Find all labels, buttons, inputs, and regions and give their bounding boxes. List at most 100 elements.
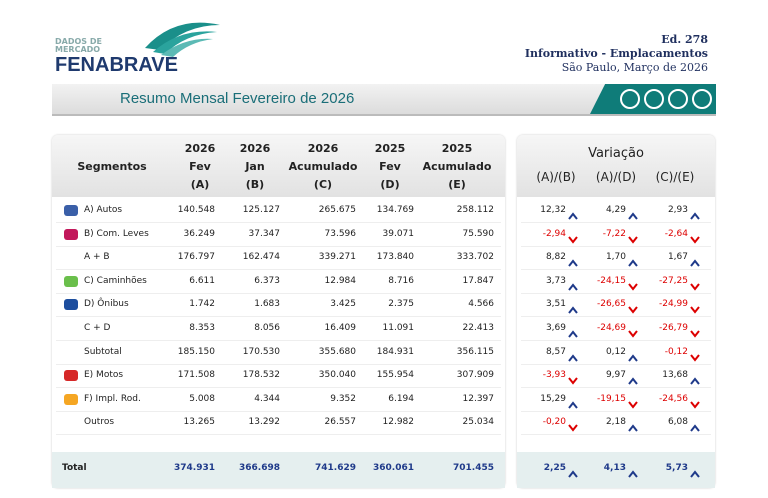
variation-value: -24,15 <box>596 275 626 286</box>
cell-value: 3.425 <box>330 299 356 310</box>
cell-value: 374.931 <box>174 463 215 473</box>
banner-title: Resumo Mensal Fevereiro de 2026 <box>120 90 355 107</box>
trend-arrow <box>568 463 578 482</box>
trend-arrow <box>628 323 638 342</box>
trend-arrow <box>690 463 700 482</box>
banner-accent <box>590 84 716 114</box>
total-band-right <box>517 452 715 488</box>
edition: Ed. 278 <box>661 33 708 46</box>
trend-arrow <box>568 323 578 342</box>
column-header: 2026 <box>307 142 339 155</box>
variation-value: 12,32 <box>540 205 566 215</box>
cell-value: 5.008 <box>189 393 215 404</box>
cell-value: 9.352 <box>330 393 356 404</box>
variation-value: 3,51 <box>545 299 566 310</box>
row-line <box>56 363 501 365</box>
variation-header: Variação <box>588 146 644 161</box>
cell-value: 8.353 <box>189 323 215 333</box>
trend-arrow <box>690 252 700 271</box>
cell-value: 13.265 <box>183 417 216 428</box>
trend-arrow <box>690 347 700 366</box>
row-line <box>521 410 711 412</box>
segment-icon <box>64 205 78 216</box>
trend-arrow <box>568 347 578 366</box>
variation-value: -3,93 <box>542 370 566 381</box>
cell-value: 176.797 <box>177 252 215 263</box>
cell-value: 155.954 <box>376 370 414 381</box>
variation-value: 3,69 <box>545 323 566 333</box>
table-right-head <box>517 135 715 197</box>
cell-value: 140.548 <box>177 205 215 215</box>
variation-value: 2,25 <box>543 463 566 473</box>
variation-value: -19,15 <box>596 393 626 404</box>
cell-value: 1.683 <box>254 299 280 310</box>
cell-value: 6.611 <box>189 275 215 286</box>
column-header: 2026 <box>184 142 216 155</box>
variation-value: 1,67 <box>667 252 688 263</box>
trend-arrow <box>628 299 638 318</box>
cell-value: 37.347 <box>248 228 281 239</box>
row-line <box>56 340 501 341</box>
segment-label: C + D <box>84 323 111 333</box>
cell-value: 4.566 <box>468 299 494 310</box>
trend-arrow <box>568 417 578 436</box>
cell-value: 22.413 <box>462 323 495 333</box>
segment-header: Segmentos <box>77 160 147 173</box>
cell-value: 355.680 <box>318 346 356 357</box>
cell-value: 134.769 <box>376 205 414 215</box>
column-header: (A) <box>190 178 210 191</box>
row-line <box>521 434 711 436</box>
variation-value: -27,25 <box>658 275 688 286</box>
segment-icon <box>64 299 78 311</box>
cell-value: 6.373 <box>254 275 280 286</box>
segment-icon <box>64 393 78 405</box>
column-header: Acumulado <box>422 160 492 173</box>
variation-value: 4,29 <box>605 205 626 215</box>
cell-value: 184.931 <box>376 346 414 357</box>
trend-arrow <box>628 370 638 389</box>
trend-arrow <box>628 252 638 271</box>
variation-value: 4,13 <box>603 463 626 473</box>
row-line <box>521 363 711 365</box>
segment-label: Subtotal <box>84 346 122 357</box>
segment-label: Outros <box>84 417 115 428</box>
segment-icon <box>64 370 78 382</box>
variation-value: -2,94 <box>542 228 566 239</box>
cell-value: 4.344 <box>254 393 280 404</box>
trend-arrow <box>628 205 638 224</box>
variation-value: -24,56 <box>658 393 688 404</box>
variation-value: -24,69 <box>596 323 626 333</box>
banner-icons <box>620 89 712 109</box>
cell-value: 333.702 <box>456 252 494 263</box>
variation-value: 2,93 <box>667 205 688 215</box>
trend-arrow <box>568 229 578 248</box>
row-line <box>521 387 711 389</box>
trend-arrow <box>568 276 578 295</box>
cell-value: 366.698 <box>239 463 280 473</box>
trend-arrow <box>628 394 638 413</box>
variation-value: -26,65 <box>596 299 626 310</box>
cell-value: 162.474 <box>242 252 280 263</box>
segment-icon <box>64 275 78 287</box>
row-line <box>56 222 501 223</box>
column-header: 2026 <box>239 142 271 155</box>
variation-column-header: (C)/(E) <box>655 170 695 184</box>
cell-value: 360.061 <box>373 463 414 473</box>
trend-arrow <box>690 323 700 342</box>
column-header: (C) <box>313 178 333 191</box>
variation-value: 15,29 <box>540 393 566 404</box>
variation-value: 6,08 <box>667 417 688 428</box>
trend-arrow <box>628 347 638 366</box>
column-header: Fev <box>379 160 401 173</box>
cell-value: 12.397 <box>462 393 495 404</box>
variation-value: 0,12 <box>605 346 626 357</box>
table-left-head <box>52 135 505 197</box>
column-header: 2025 <box>441 142 473 155</box>
row-line <box>56 387 501 389</box>
row-line <box>521 222 711 223</box>
total-band-left <box>52 452 505 488</box>
cell-value: 11.091 <box>382 323 415 333</box>
variation-value: -0,12 <box>664 346 688 357</box>
cell-value: 258.112 <box>456 205 494 215</box>
variation-value: 9,97 <box>605 370 626 381</box>
